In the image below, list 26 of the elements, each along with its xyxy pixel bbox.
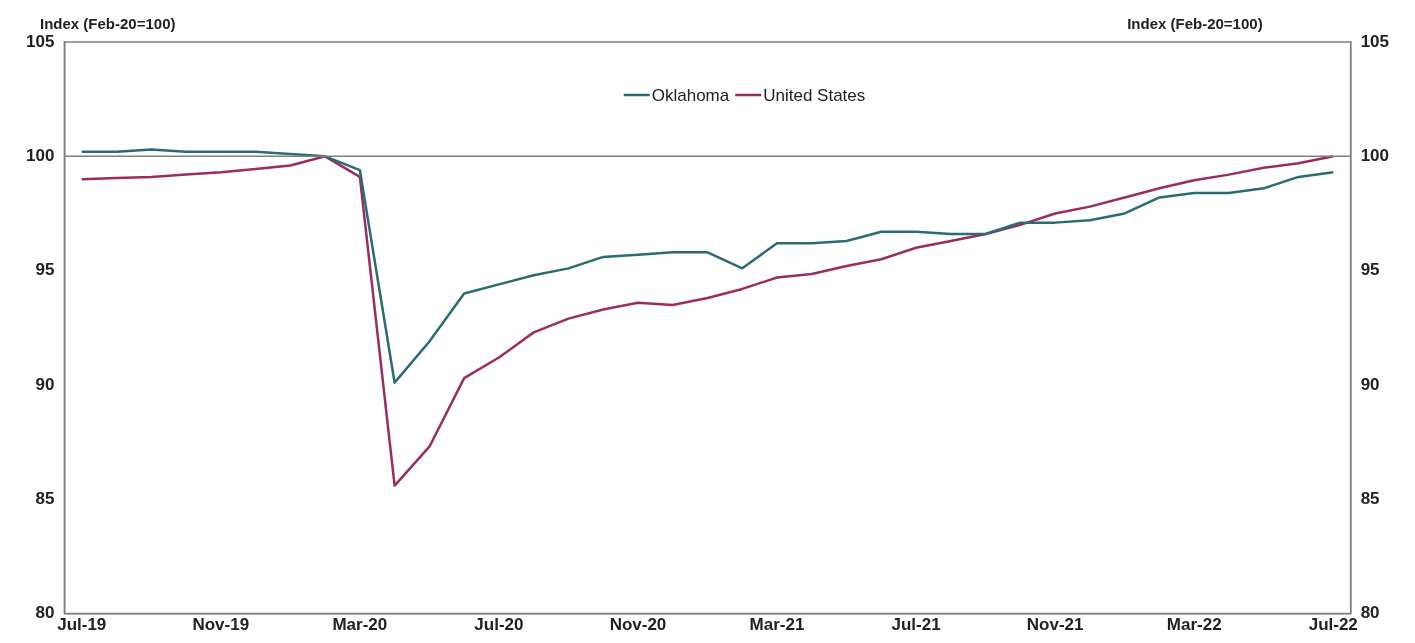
x-tick-label: Jul-19 xyxy=(57,615,107,635)
y-axis-title: Index (Feb-20=100) xyxy=(40,14,176,32)
y2-tick-label: 100 xyxy=(1360,146,1390,166)
y2-tick-label: 90 xyxy=(1360,374,1380,394)
y-tick-label: 95 xyxy=(35,260,55,280)
y2-tick-label: 105 xyxy=(1360,31,1390,51)
x-tick-label: Nov-19 xyxy=(192,615,250,635)
y2-tick-label: 95 xyxy=(1360,260,1380,280)
y2-axis-title: Index (Feb-20=100) xyxy=(1127,14,1263,32)
x-tick-label: Nov-21 xyxy=(1026,615,1084,635)
y2-tick-label: 85 xyxy=(1360,488,1380,508)
legend-label: Oklahoma xyxy=(651,85,730,105)
x-tick-label: Jul-20 xyxy=(474,615,524,635)
x-tick-label: Jul-22 xyxy=(1308,615,1358,635)
x-tick-label: Mar-21 xyxy=(749,615,805,635)
y-tick-label: 85 xyxy=(35,488,55,508)
y-tick-label: 100 xyxy=(25,146,55,166)
x-tick-label: Mar-20 xyxy=(332,615,388,635)
x-tick-label: Nov-20 xyxy=(609,615,667,635)
y2-tick-label: 80 xyxy=(1360,603,1380,623)
y-tick-label: 105 xyxy=(25,31,55,51)
legend-label: United States xyxy=(763,85,866,105)
x-tick-label: Mar-22 xyxy=(1166,615,1222,635)
x-tick-label: Jul-21 xyxy=(891,615,941,635)
y-tick-label: 80 xyxy=(35,603,55,623)
y-tick-label: 90 xyxy=(35,374,55,394)
